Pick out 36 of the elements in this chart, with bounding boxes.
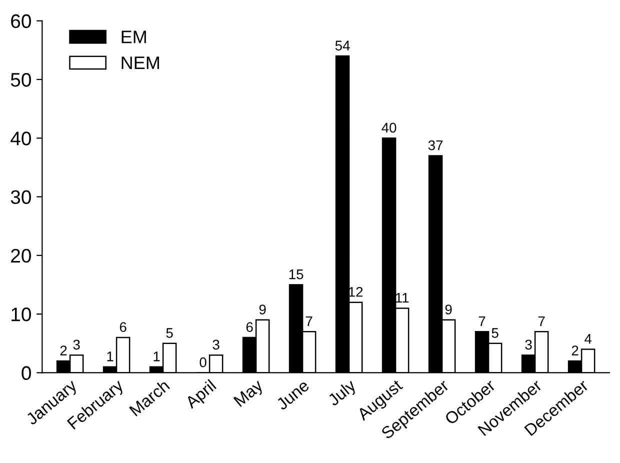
y-tick-label: 40 <box>10 132 31 146</box>
data-label: 54 <box>335 40 350 50</box>
data-label: 9 <box>445 304 452 314</box>
data-label: 0 <box>200 357 206 368</box>
y-tick-label: 10 <box>12 308 31 322</box>
legend-label: NEM <box>122 56 159 69</box>
x-tick-label: July <box>326 378 360 410</box>
data-label: 2 <box>60 346 67 356</box>
data-label: 12 <box>348 286 363 297</box>
x-tick-label: May <box>233 378 266 410</box>
data-label: 7 <box>538 316 545 326</box>
data-label: 6 <box>120 322 126 332</box>
y-tick-label: 60 <box>11 14 31 28</box>
x-tick-label: June <box>275 379 310 411</box>
data-label: 6 <box>246 322 253 332</box>
data-label: 40 <box>382 122 396 133</box>
data-label: 3 <box>212 340 220 350</box>
data-label: 3 <box>73 340 80 350</box>
data-label: 37 <box>428 140 443 150</box>
data-label: 2 <box>572 346 578 356</box>
y-tick-label: 0 <box>22 366 31 380</box>
legend-label: EM <box>122 30 146 44</box>
data-label: 15 <box>289 270 304 280</box>
y-tick-label: 50 <box>10 72 31 87</box>
data-label: 3 <box>525 340 532 350</box>
data-label: 1 <box>107 352 114 362</box>
data-label: 5 <box>492 328 498 338</box>
y-tick-label: 30 <box>10 190 31 204</box>
data-label: 4 <box>584 334 592 344</box>
data-label: 7 <box>478 316 486 326</box>
data-label: 1 <box>154 352 160 362</box>
data-label: 9 <box>259 304 266 314</box>
data-label: 5 <box>166 328 173 338</box>
data-label: 7 <box>306 316 312 326</box>
data-label: 11 <box>396 292 409 303</box>
y-tick-label: 20 <box>11 248 31 263</box>
